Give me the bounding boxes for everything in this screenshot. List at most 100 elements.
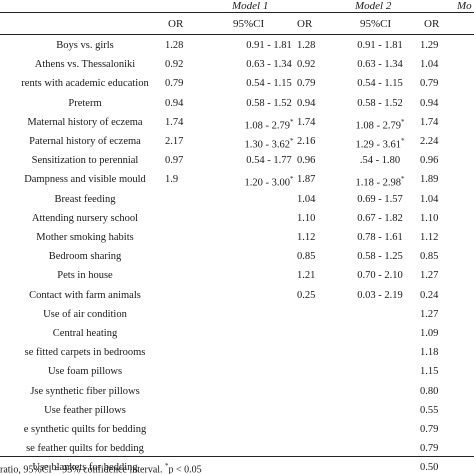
model-2-ci: 0.58 - 1.25	[357, 251, 403, 263]
model-2-or: 1.04	[297, 193, 316, 205]
model-2-or: 0.85	[297, 251, 316, 263]
model-2-or: 0.92	[297, 59, 316, 71]
model-2-ci: 0.78 - 1.61	[357, 232, 403, 243]
model-1-or	[165, 266, 215, 285]
row-label: se feather quilts for bedding	[26, 443, 144, 455]
model-1-or: 0.94	[165, 97, 184, 109]
model-3-or: 1.09	[420, 328, 439, 339]
table-row: Breast feeding 1.04 0.69 - 1.57 1.04	[0, 190, 474, 209]
row-label: Use foam pillows	[47, 366, 123, 378]
model-2-or	[297, 401, 337, 420]
model-2-ci: 0.67 - 1.82	[357, 212, 403, 224]
model-3-or-header: OR	[424, 18, 440, 30]
table-row: Bedroom sharing 0.85 0.58 - 1.25 0.85	[0, 247, 474, 266]
model-2-ci: 0.63 - 1.34	[357, 59, 403, 71]
model-3-or: 0.94	[420, 97, 439, 109]
model-2-or	[297, 305, 337, 324]
model-1-or: 1.9	[165, 174, 179, 186]
model-1-or: 0.79	[165, 78, 184, 90]
model-1-or	[165, 343, 215, 362]
model-3-or: 1.04	[420, 193, 439, 205]
row-label: Attending nursery school	[31, 212, 139, 224]
row-label: Pets in house	[57, 270, 113, 282]
model-2-ci: 1.08 - 2.79*	[355, 117, 405, 132]
model-2-header: Model 2	[355, 0, 392, 12]
model-2-or: 1.74	[297, 116, 316, 128]
model-2-or	[297, 362, 337, 381]
row-label: Preterm	[68, 97, 102, 109]
row-label: Boys vs. girls	[56, 40, 114, 51]
row-label: Maternal history of eczema	[27, 116, 143, 128]
model-1-header: Model 1	[232, 0, 269, 12]
model-2-ci: 1.29 - 3.61*	[355, 137, 405, 151]
model-2-or: 2.16	[297, 136, 316, 147]
model-2-or: 1.28	[297, 40, 316, 51]
model-2-or: 1.12	[297, 232, 316, 243]
model-2-ci	[336, 420, 424, 439]
table-row: Use foam pillows 1.15	[0, 362, 474, 381]
row-label: Use of air condition	[43, 308, 127, 320]
model-2-ci-header: 95%CI	[360, 18, 392, 30]
model-2-ci: 0.58 - 1.52	[357, 97, 403, 109]
row-label: Sensitization to perennial	[31, 155, 139, 167]
model-1-ci: 1.20 - 3.00*	[244, 175, 294, 189]
model-2-ci	[336, 324, 424, 343]
model-1-ci: 0.58 - 1.52	[246, 97, 292, 109]
model-2-or: 1.10	[297, 212, 316, 224]
row-label: Breast feeding	[54, 193, 116, 205]
table-row: Preterm 0.94 0.58 - 1.52 0.94 0.58 - 1.52 0.9…	[0, 94, 474, 113]
model-2-ci	[336, 362, 424, 381]
row-label: Jse synthetic fiber pillows	[30, 385, 140, 397]
model-3-header: Mo	[457, 0, 472, 12]
model-2-ci	[336, 382, 424, 401]
row-label: Paternal history of eczema	[29, 136, 141, 147]
model-3-or: 1.18	[420, 347, 439, 359]
model-3-or: 0.96	[420, 155, 439, 167]
model-2-ci: 0.91 - 1.81	[357, 40, 403, 51]
model-1-or	[165, 305, 215, 324]
table-row: Use feather pillows 0.55	[0, 401, 474, 420]
model-2-or: 0.25	[297, 289, 316, 301]
model-2-ci	[336, 343, 424, 362]
model-3-or: 1.27	[420, 270, 439, 282]
model-2-or	[297, 343, 337, 362]
model-1-ci: 0.63 - 1.34	[246, 59, 292, 71]
table-row: Use blankets for bedding 0.50	[0, 458, 474, 474]
table-footnote: ratio, 95%CI = 95% confidence interval. …	[0, 462, 202, 474]
model-1-or: 1.74	[165, 116, 184, 128]
model-3-or: 0.24	[420, 289, 439, 301]
model-2-ci: 1.18 - 2.98*	[355, 175, 405, 189]
row-label: rents with academic education	[21, 78, 149, 90]
model-3-or: 1.29	[420, 40, 439, 51]
model-1-ci: 1.30 - 3.62*	[244, 137, 294, 151]
model-2-or: 0.96	[297, 155, 316, 167]
row-label: Mother smoking habits	[36, 232, 134, 243]
model-2-or: 1.87	[297, 174, 316, 186]
table-row: Sensitization to perennial 0.97 0.54 - 1.7…	[0, 151, 474, 170]
model-2-ci	[336, 305, 424, 324]
model-2-or	[297, 382, 337, 401]
model-2-or: 1.21	[297, 270, 316, 282]
row-label: Bedroom sharing	[48, 251, 122, 263]
model-2-or	[297, 324, 337, 343]
model-3-or: 1.74	[420, 116, 439, 128]
model-2-ci	[336, 401, 424, 420]
model-1-or: 0.97	[165, 155, 184, 167]
row-label: Dampness and visible mould	[24, 174, 146, 186]
model-1-or	[165, 209, 215, 228]
model-1-ci: 0.54 - 1.15	[246, 78, 292, 90]
model-3-or: 0.79	[420, 424, 439, 435]
model-2-ci: 0.70 - 2.10	[357, 270, 403, 282]
model-1-ci-header: 95%CI	[233, 18, 265, 30]
model-3-or: 0.85	[420, 251, 439, 263]
header-rule	[0, 34, 474, 35]
row-label: Use blankets for bedding	[32, 462, 138, 474]
table-row: se fitted carpets in bedrooms 1.18	[0, 343, 474, 362]
model-3-or: 1.10	[420, 212, 439, 224]
model-2-ci: 0.69 - 1.57	[357, 193, 403, 205]
model-2-or	[297, 458, 337, 474]
model-1-ci: 1.08 - 2.79*	[244, 117, 294, 132]
table-row: Maternal history of eczema 1.74 1.08 - 2.7…	[0, 113, 474, 132]
model-1-or	[165, 382, 215, 401]
